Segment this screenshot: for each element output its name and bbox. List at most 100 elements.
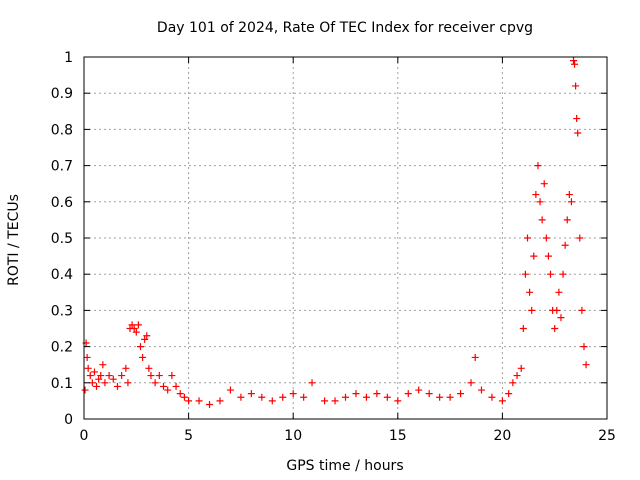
- data-point: [582, 361, 590, 369]
- data-point: [530, 252, 538, 260]
- data-point: [471, 353, 479, 361]
- data-point: [176, 390, 184, 398]
- data-point: [180, 393, 188, 401]
- grid-layer: [84, 57, 607, 419]
- data-point: [164, 386, 172, 394]
- y-axis-label: ROTI / TECUs: [6, 194, 22, 286]
- data-point: [99, 361, 107, 369]
- data-point: [436, 393, 444, 401]
- data-point: [544, 252, 552, 260]
- data-point: [159, 382, 167, 390]
- data-point: [132, 328, 140, 336]
- data-point: [532, 191, 540, 199]
- data-point: [83, 353, 91, 361]
- x-tick-label: 10: [284, 428, 302, 444]
- x-axis-label: GPS time / hours: [286, 458, 403, 474]
- data-point: [216, 397, 224, 405]
- data-point: [457, 390, 465, 398]
- data-point: [206, 401, 214, 409]
- data-point: [519, 325, 527, 332]
- data-point: [321, 397, 329, 405]
- data-point: [573, 115, 581, 123]
- data-point: [373, 390, 381, 398]
- y-tick-label: 0.6: [51, 195, 73, 211]
- data-point: [118, 372, 126, 380]
- y-tick-label: 0.8: [51, 122, 73, 138]
- data-point: [258, 393, 266, 401]
- x-tick-label: 15: [389, 428, 407, 444]
- data-point: [172, 382, 180, 390]
- data-point: [145, 364, 153, 372]
- data-point: [124, 379, 132, 387]
- data-point: [95, 375, 103, 383]
- data-point: [513, 372, 521, 380]
- data-point: [524, 234, 532, 242]
- data-point: [542, 234, 550, 242]
- data-point: [308, 379, 316, 387]
- data-point: [195, 397, 203, 405]
- data-point: [415, 386, 423, 394]
- data-point: [168, 372, 176, 380]
- chart-title: Day 101 of 2024, Rate Of TEC Index for r…: [157, 20, 533, 36]
- data-point: [130, 325, 138, 332]
- data-point: [534, 162, 542, 170]
- data-point: [139, 353, 147, 361]
- data-point: [571, 60, 579, 68]
- data-point: [477, 386, 485, 394]
- data-point: [425, 390, 433, 398]
- data-point: [557, 314, 565, 322]
- data-point: [574, 129, 582, 137]
- data-point: [517, 364, 525, 372]
- data-point: [352, 390, 360, 398]
- y-tick-label: 0.1: [51, 376, 73, 392]
- data-point: [141, 335, 149, 343]
- data-point: [528, 306, 536, 314]
- data-point: [101, 379, 109, 387]
- tick-layer: 0 5 10 15 20 25 0 0.1 0.2 0.3 0.4 0.5 0.6 0.7 0.8 0.9 1: [51, 50, 616, 444]
- y-tick-label: 1: [64, 50, 73, 66]
- data-point: [536, 198, 544, 206]
- data-point: [561, 241, 569, 249]
- points-layer: [81, 57, 590, 409]
- data-point: [505, 390, 513, 398]
- data-point: [185, 397, 193, 405]
- data-point: [567, 198, 575, 206]
- y-tick-label: 0.3: [51, 303, 73, 319]
- data-point: [279, 393, 287, 401]
- data-point: [553, 306, 561, 314]
- data-point: [331, 397, 339, 405]
- data-point: [113, 382, 121, 390]
- data-point: [136, 343, 144, 351]
- y-tick-label: 0: [64, 412, 73, 428]
- data-point: [394, 397, 402, 405]
- data-point: [559, 270, 567, 278]
- data-point: [570, 57, 578, 65]
- data-point: [90, 368, 98, 376]
- data-point: [81, 386, 89, 394]
- data-point: [300, 393, 308, 401]
- data-point: [226, 386, 234, 394]
- y-tick-label: 0.4: [51, 267, 73, 283]
- data-point: [555, 288, 563, 296]
- data-point: [134, 321, 142, 329]
- x-tick-label: 25: [598, 428, 616, 444]
- data-point: [404, 390, 412, 398]
- data-point: [155, 372, 163, 380]
- data-point: [86, 372, 94, 380]
- data-point: [342, 393, 349, 401]
- data-point: [143, 332, 151, 340]
- data-point: [362, 393, 370, 401]
- data-point: [509, 379, 517, 387]
- data-point: [576, 234, 584, 242]
- data-point: [93, 382, 101, 390]
- data-point: [289, 390, 297, 398]
- y-tick-label: 0.7: [51, 159, 73, 175]
- data-point: [565, 191, 573, 199]
- data-point: [128, 321, 136, 329]
- x-tick-label: 20: [493, 428, 511, 444]
- y-tick-label: 0.2: [51, 340, 73, 356]
- data-point: [237, 393, 245, 401]
- data-point: [247, 390, 255, 398]
- data-point: [446, 393, 454, 401]
